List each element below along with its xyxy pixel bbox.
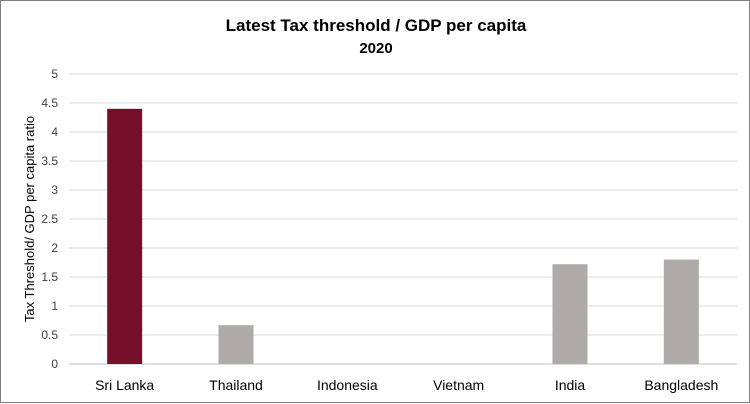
- y-tick-label: 2.5: [41, 212, 58, 226]
- y-tick-label: 0: [51, 357, 58, 371]
- y-tick-labels: 0 0.5 1 1.5 2 2.5 3 3.5 4 4.5 5: [41, 67, 58, 371]
- y-tick-label: 1.5: [41, 270, 58, 284]
- bar-thailand: [218, 325, 254, 364]
- y-tick-label: 5: [51, 67, 58, 81]
- y-tick-label: 2: [51, 241, 58, 255]
- x-tick-labels: Sri Lanka Thailand Indonesia Vietnam India Ba…: [95, 377, 718, 393]
- bar-bangladesh: [663, 259, 699, 364]
- x-tick-label: Bangladesh: [644, 377, 718, 393]
- y-tick-label: 1: [51, 299, 58, 313]
- y-axis-label: Tax Threshold/ GDP per capita ratio: [22, 116, 37, 322]
- bar-sri-lanka: [107, 108, 143, 364]
- bar-india: [552, 264, 588, 364]
- bars: [107, 108, 699, 364]
- gridlines: [69, 73, 737, 365]
- chart-subtitle: 2020: [359, 40, 392, 57]
- y-tick-label: 4: [51, 125, 58, 139]
- y-tick-label: 3.5: [41, 154, 58, 168]
- y-tick-label: 4.5: [41, 96, 58, 110]
- x-tick-label: Vietnam: [433, 377, 484, 393]
- y-tick-label: 3: [51, 183, 58, 197]
- x-tick-label: India: [555, 377, 586, 393]
- x-tick-label: Thailand: [209, 377, 263, 393]
- y-tick-label: 0.5: [41, 328, 58, 342]
- x-tick-label: Indonesia: [317, 377, 378, 393]
- chart-title: Latest Tax threshold / GDP per capita: [226, 16, 527, 35]
- x-tick-label: Sri Lanka: [95, 377, 154, 393]
